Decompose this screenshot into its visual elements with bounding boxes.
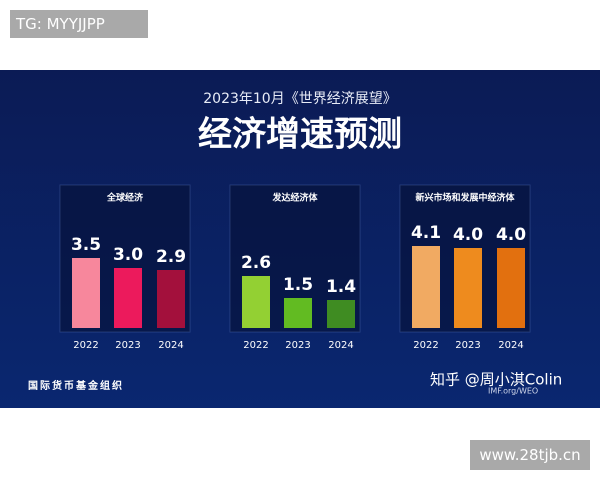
bar: [284, 298, 312, 328]
value-label: 4.1: [411, 223, 441, 243]
x-tick-label: 2023: [285, 340, 310, 351]
x-tick-label: 2022: [243, 340, 268, 351]
value-label: 1.5: [283, 275, 313, 295]
title: 经济增速预测: [198, 115, 402, 155]
source: 国际货币基金组织: [28, 379, 124, 392]
bar: [412, 246, 440, 328]
panel-title: 全球经济: [106, 192, 144, 204]
value-label: 3.5: [71, 235, 101, 255]
bar: [497, 248, 525, 328]
panel-title: 发达经济体: [271, 192, 318, 204]
value-label: 2.6: [241, 253, 271, 273]
bar: [327, 300, 355, 328]
value-label: 2.9: [156, 247, 186, 267]
value-label: 1.4: [326, 277, 356, 297]
bar: [242, 276, 270, 328]
x-tick-label: 2024: [328, 340, 353, 351]
value-label: 4.0: [453, 225, 483, 245]
x-tick-label: 2022: [73, 340, 98, 351]
value-label: 3.0: [113, 245, 143, 265]
panel-title: 新兴市场和发展中经济体: [415, 192, 515, 204]
x-tick-label: 2024: [498, 340, 523, 351]
chart: 2023年10月《世界经济展望》 经济增速预测 国际货币基金组织 IMF.org…: [0, 70, 600, 408]
x-tick-label: 2022: [413, 340, 438, 351]
x-tick-label: 2023: [115, 340, 140, 351]
subtitle: 2023年10月《世界经济展望》: [203, 91, 396, 107]
x-tick-label: 2024: [158, 340, 183, 351]
bar: [72, 258, 100, 328]
bar: [157, 270, 185, 328]
site-note: IMF.org/WEO: [488, 387, 538, 396]
x-tick-label: 2023: [455, 340, 480, 351]
site-watermark: www.28tjb.cn: [470, 440, 590, 470]
bar: [114, 268, 142, 328]
value-label: 4.0: [496, 225, 526, 245]
tag-label: TG: MYYJJPP: [10, 10, 148, 38]
bar: [454, 248, 482, 328]
watermark: 知乎 @周小淇Colin: [430, 371, 562, 389]
